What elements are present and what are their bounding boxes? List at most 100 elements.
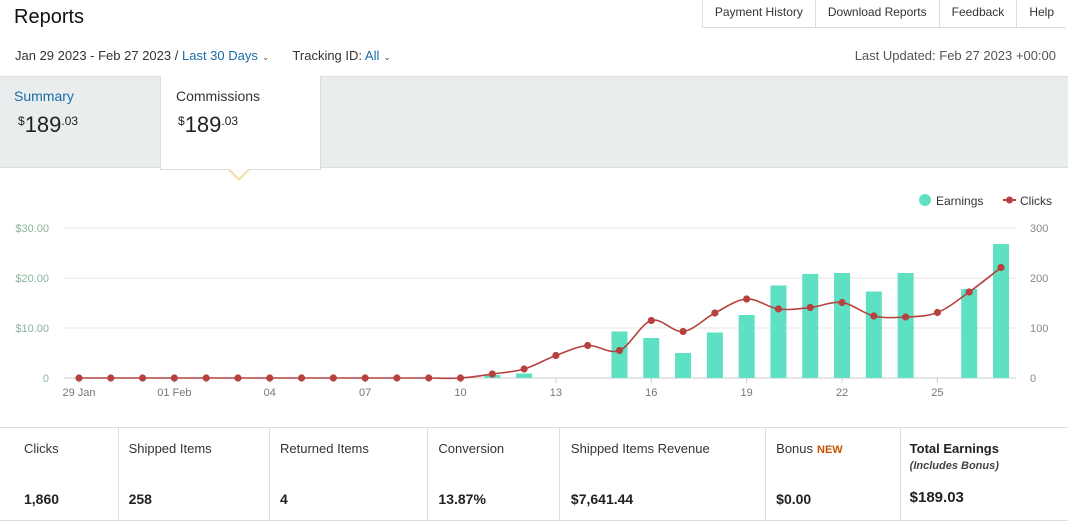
date-range: Jan 29 2023 - Feb 27 2023 / [15,48,179,63]
right-axis-tick-label: 300 [1030,223,1048,235]
earnings-bar [611,331,628,378]
stat-total-earnings: Total Earnings (Includes Bonus) $189.03 [901,428,1068,520]
clicks-point [329,374,337,382]
x-axis-tick-label: 10 [454,387,466,399]
stat-returned-items: Returned Items 4 [270,428,429,520]
stat-label: Shipped Items [128,441,212,456]
selected-tab-caret [228,169,250,181]
earnings-bar [706,332,723,378]
earnings-bar [834,273,851,378]
stat-shipped-revenue: Shipped Items Revenue $7,641.44 [560,428,767,520]
stat-value: 1,860 [24,491,60,507]
clicks-point [615,346,624,355]
x-axis-tick-label: 13 [550,387,562,399]
clicks-point [870,312,878,320]
clicks-point [806,303,814,312]
stat-value: $0.00 [776,491,812,507]
stat-label: Total Earnings (Includes Bonus) [909,441,999,472]
stat-label: Returned Items [280,441,369,456]
clicks-point [584,341,592,350]
commissions-amount: $189.03 [178,112,239,137]
stat-label: Clicks [24,441,59,456]
earnings-bar [643,338,660,378]
x-axis-tick-label: 01 Feb [157,387,191,399]
period-label: Last 30 Days [181,48,258,63]
summary-label: Summary [14,88,74,104]
x-axis-tick-label: 25 [931,387,943,399]
commissions-label: Commissions [176,88,261,104]
payment-history-link[interactable]: Payment History [703,0,816,27]
download-reports-link[interactable]: Download Reports [816,0,940,27]
tracking-value: All [364,48,380,63]
new-badge: NEW [817,444,843,456]
tracking-id-dropdown[interactable]: Tracking ID: All ⌄ [292,48,391,63]
stat-value: $7,641.44 [570,491,634,507]
clicks-point [965,288,973,296]
legend-clicks-label: Clicks [1020,194,1052,208]
stat-conversion: Conversion 13.87% [428,428,560,520]
clicks-point [425,374,433,382]
chevron-down-icon: ⌄ [383,52,391,62]
x-axis-tick-label: 16 [645,387,657,399]
summary-amount: $189.03 [18,112,79,137]
top-links: Payment History Download Reports Feedbac… [701,0,1066,28]
clicks-point [902,313,910,321]
clicks-point [107,374,115,382]
period-dropdown[interactable]: Last 30 Days ⌄ [182,48,269,63]
legend-earnings-swatch [919,194,931,206]
x-axis-tick-label: 29 Jan [62,387,95,399]
clicks-point [266,374,274,382]
left-axis-tick-label: $10.00 [15,323,49,335]
chevron-down-icon: ⌄ [261,52,270,62]
right-axis-tick-label: 0 [1030,373,1036,385]
clicks-point [361,374,369,382]
clicks-point [743,295,751,303]
clicks-point [488,370,496,378]
clicks-point [774,305,783,313]
clicks-point [456,374,465,382]
clicks-line [78,266,1002,380]
x-axis-tick-label: 19 [741,387,753,399]
left-axis-tick-label: $20.00 [15,273,49,285]
legend-clicks-swatch [1006,196,1013,204]
stat-value: 4 [280,491,288,507]
earnings-bar [897,273,914,378]
clicks-point [297,374,306,382]
stat-label: Bonus NEW [776,441,843,456]
filter-bar: Jan 29 2023 - Feb 27 2023 / Last 30 Days… [15,48,391,63]
clicks-point [202,374,210,382]
earnings-bar [770,285,787,378]
stat-clicks: Clicks 1,860 [0,428,119,520]
commissions-tab[interactable]: Commissions $189.03 [160,76,321,170]
clicks-point [138,374,147,382]
x-axis-tick-label: 22 [836,387,848,399]
clicks-point [552,351,560,360]
stat-value: $189.03 [909,489,964,506]
legend-earnings-label: Earnings [936,194,983,208]
stat-value: 258 [128,491,152,507]
stat-value: 13.87% [438,491,486,507]
x-axis-tick-label: 07 [359,387,371,399]
stat-bonus: Bonus NEW $0.00 [766,428,901,520]
left-axis-tick-label: 0 [43,373,49,385]
clicks-point [933,308,942,317]
earnings-bar [802,274,819,378]
help-link[interactable]: Help [1029,5,1054,19]
left-axis-tick-label: $30.00 [15,223,49,235]
clicks-point [711,309,719,317]
stats-bar: Clicks 1,860 Shipped Items 258 Returned … [0,427,1068,521]
stat-sublabel: (Includes Bonus) [909,460,999,472]
earnings-clicks-chart: $30.00 300 $20.00 200 $10.00 100 0 0 29 Jan 01 Fe… [15,194,1052,399]
clicks-point [679,327,687,336]
stat-label: Shipped Items Revenue [570,441,710,456]
earnings-bar [961,289,978,378]
summary-tab[interactable]: Summary $189.03 [0,76,160,166]
page-title: Reports [14,6,85,28]
earnings-bar [993,244,1009,378]
last-updated: Last Updated: Feb 27 2023 +00:00 [854,48,1056,63]
right-axis-tick-label: 200 [1030,273,1048,285]
feedback-link[interactable]: Feedback [940,0,1018,27]
clicks-point [170,374,178,382]
stat-shipped-items: Shipped Items 258 [119,428,270,520]
clicks-point [75,374,83,382]
